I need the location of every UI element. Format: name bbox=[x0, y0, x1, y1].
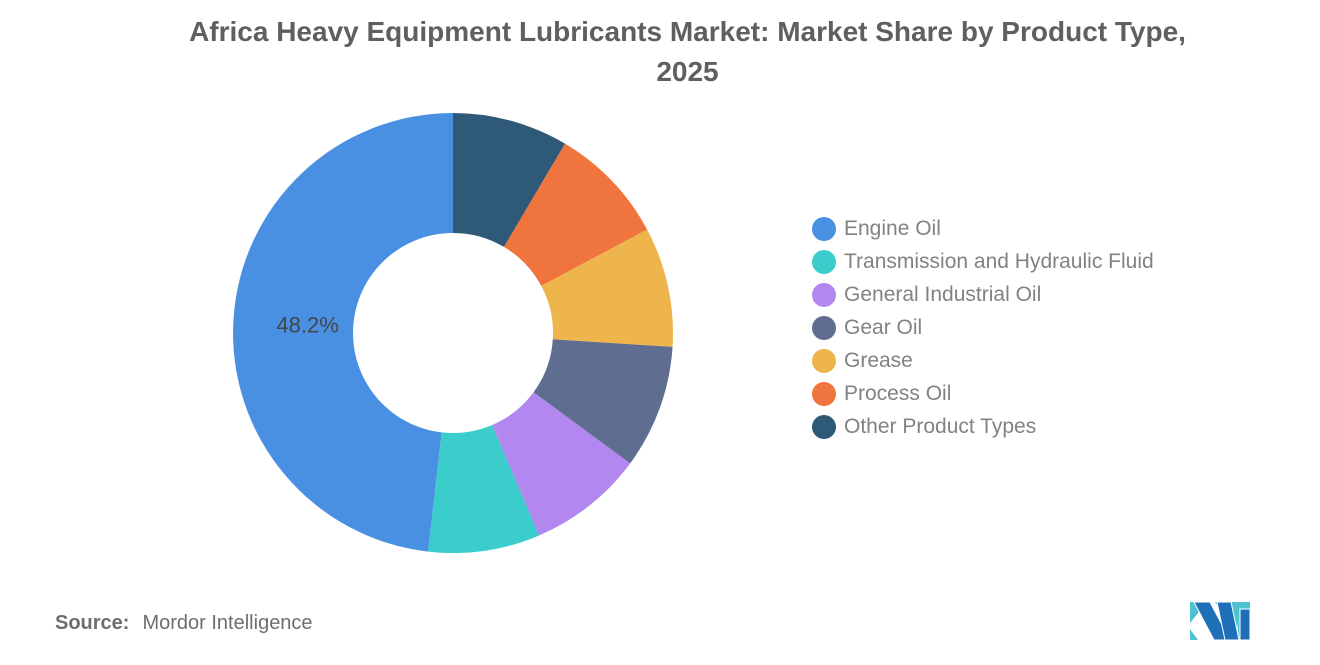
legend-label: Other Product Types bbox=[844, 415, 1037, 438]
donut-chart-area: 48.2% bbox=[233, 113, 673, 553]
legend-swatch-icon bbox=[812, 415, 836, 439]
logo-blue-diagonal-left bbox=[1193, 602, 1231, 640]
legend-label: General Industrial Oil bbox=[844, 283, 1042, 306]
logo-blue-diagonal-right bbox=[1216, 602, 1240, 640]
source-label: Source: bbox=[55, 612, 130, 634]
legend-swatch-icon bbox=[812, 382, 836, 406]
logo-teal-triangle-bottom-left bbox=[1190, 629, 1198, 640]
legend-label: Engine Oil bbox=[844, 217, 941, 240]
legend-item-general-industrial-oil[interactable]: General Industrial Oil bbox=[812, 283, 1154, 307]
pie-slice-other-product-types[interactable] bbox=[453, 113, 565, 247]
pie-slice-grease[interactable] bbox=[541, 229, 673, 347]
source-value: Mordor Intelligence bbox=[142, 612, 313, 634]
legend-item-other-product-types[interactable]: Other Product Types bbox=[812, 415, 1154, 439]
pie-slice-general-industrial-oil[interactable] bbox=[492, 392, 631, 536]
legend-label: Gear Oil bbox=[844, 316, 923, 339]
legend-label: Transmission and Hydraulic Fluid bbox=[844, 250, 1154, 273]
legend-item-engine-oil[interactable]: Engine Oil bbox=[812, 217, 1154, 241]
donut-chart: 48.2% bbox=[233, 113, 673, 553]
legend-label: Process Oil bbox=[844, 382, 952, 405]
legend-item-transmission-and-hydraulic-fluid[interactable]: Transmission and Hydraulic Fluid bbox=[812, 250, 1154, 274]
legend-item-process-oil[interactable]: Process Oil bbox=[812, 382, 1154, 406]
pie-slice-gear-oil[interactable] bbox=[533, 339, 673, 464]
slice-data-label: 48.2% bbox=[276, 312, 338, 337]
legend-swatch-icon bbox=[812, 316, 836, 340]
source-line: Source: Mordor Intelligence bbox=[55, 612, 313, 635]
legend-swatch-icon bbox=[812, 283, 836, 307]
chart-title-line1: Africa Heavy Equipment Lubricants Market… bbox=[189, 16, 1186, 47]
legend-swatch-icon bbox=[812, 250, 836, 274]
chart-title: Africa Heavy Equipment Lubricants Market… bbox=[55, 12, 1320, 92]
chart-title-line2: 2025 bbox=[656, 56, 719, 87]
chart-legend: Engine Oil Transmission and Hydraulic Flu… bbox=[812, 217, 1154, 439]
pie-slice-engine-oil[interactable] bbox=[233, 113, 453, 552]
logo-blue-bar-right bbox=[1239, 608, 1250, 640]
pie-slice-process-oil[interactable] bbox=[503, 143, 648, 286]
legend-item-grease[interactable]: Grease bbox=[812, 349, 1154, 373]
legend-swatch-icon bbox=[812, 217, 836, 241]
mordor-intelligence-logo[interactable] bbox=[1190, 602, 1250, 640]
legend-label: Grease bbox=[844, 349, 913, 372]
legend-item-gear-oil[interactable]: Gear Oil bbox=[812, 316, 1154, 340]
legend-swatch-icon bbox=[812, 349, 836, 373]
pie-slice-transmission-and-hydraulic-fluid[interactable] bbox=[428, 425, 540, 553]
